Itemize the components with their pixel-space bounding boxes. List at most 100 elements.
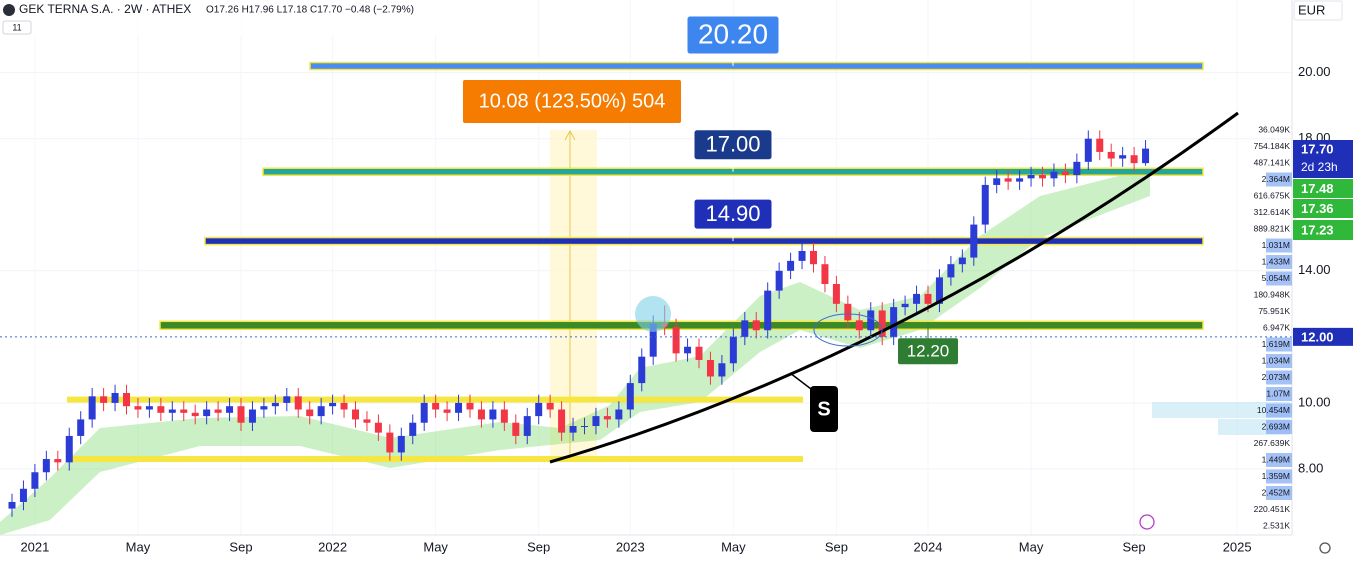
volume-label: 10.454M — [1257, 405, 1290, 415]
candle-body — [1004, 178, 1012, 182]
volume-highlight — [1266, 486, 1292, 500]
candle-body — [1142, 148, 1150, 164]
event-icon[interactable] — [1139, 514, 1155, 530]
price-label: 17.48 — [1301, 181, 1334, 196]
candle-body — [867, 310, 875, 331]
level-box — [693, 198, 773, 230]
candle-body — [363, 419, 371, 423]
trend-line — [549, 111, 1239, 464]
candle-body — [77, 419, 85, 436]
volume-highlight — [1266, 370, 1292, 385]
candle-body — [1130, 155, 1138, 164]
candle-body — [958, 257, 966, 265]
candle-body — [466, 402, 474, 410]
volume-label: 487.141K — [1254, 157, 1291, 167]
candle-body — [935, 277, 943, 304]
volume-label: 36.049K — [1258, 124, 1290, 134]
price-label: 12.00 — [1301, 329, 1334, 344]
currency-button[interactable] — [1293, 0, 1343, 21]
volume-label: 180.948K — [1254, 289, 1291, 299]
candle-body — [718, 363, 726, 377]
candle-body — [432, 402, 440, 410]
volume-highlight — [1266, 469, 1292, 484]
x-tick-label: Sep — [229, 539, 252, 554]
candle-body — [924, 293, 932, 304]
y-tick-label: 14.00 — [1298, 262, 1331, 277]
candle-body — [993, 178, 1001, 185]
candle-body — [1096, 138, 1104, 152]
ohlc: O17.26 H17.96 L17.18 C17.70 −0.48 (−2.79… — [206, 5, 414, 16]
volume-highlight — [1266, 337, 1292, 352]
candle-body — [409, 422, 417, 436]
candle-body — [455, 402, 463, 413]
y-tick-label: 20.00 — [1298, 64, 1331, 79]
x-tick-label: 2021 — [20, 539, 49, 554]
x-tick-label: May — [126, 539, 151, 554]
candle-body — [386, 432, 394, 453]
candle-body — [890, 307, 898, 337]
volume-label: 754.184K — [1254, 141, 1291, 151]
badge-count[interactable]: 11 — [12, 22, 21, 32]
candle-body — [1027, 175, 1035, 179]
x-tick-label: Sep — [527, 539, 550, 554]
candle-body — [500, 409, 508, 423]
zone-line — [67, 456, 803, 463]
candle-body — [649, 323, 657, 357]
volume-label: 2.364M — [1262, 174, 1290, 184]
candle-body — [684, 346, 692, 354]
candle-body — [523, 416, 531, 436]
volume-label: 5.054M — [1262, 273, 1290, 283]
settings-icon[interactable] — [1319, 542, 1331, 554]
candle-body — [821, 264, 829, 285]
candle-body — [741, 320, 749, 337]
price-label: 17.23 — [1301, 222, 1334, 237]
volume-label: 2.531K — [1263, 520, 1290, 530]
level-line — [309, 61, 1204, 71]
symbol-logo[interactable] — [3, 4, 15, 16]
low-marker-box — [898, 338, 958, 365]
grid — [0, 0, 1292, 535]
candle-body — [237, 406, 245, 423]
candle-body — [1016, 178, 1024, 182]
candle-body — [214, 409, 222, 413]
indicators-badge[interactable] — [2, 20, 32, 35]
low-marker-label: 12.20 — [907, 342, 950, 361]
candle-body — [8, 501, 16, 509]
candle-body — [352, 409, 359, 420]
volume-highlight — [1266, 403, 1292, 418]
x-tick-label: 2022 — [318, 539, 347, 554]
candle-body — [329, 402, 337, 407]
candle-body — [191, 412, 199, 417]
volume-highlight — [1266, 238, 1292, 253]
candle-body — [913, 293, 921, 304]
candle-body — [134, 406, 142, 410]
volume-label: 2.452M — [1262, 487, 1290, 497]
measure-area — [550, 130, 597, 462]
volume-label: 889.821K — [1254, 223, 1291, 233]
candle-body — [672, 326, 680, 354]
level-line — [204, 236, 1204, 246]
symbol[interactable]: GEK TERNA S.A. · 2W · ATHEX — [19, 2, 191, 16]
candle-body — [180, 409, 188, 413]
candle-body — [981, 184, 989, 225]
price-axis — [1292, 0, 1353, 561]
low-ellipse — [813, 313, 883, 347]
candle-body — [168, 409, 176, 413]
candle-body — [558, 409, 566, 433]
candle-body — [477, 409, 485, 420]
currency[interactable]: EUR — [1298, 2, 1325, 17]
volume-label: 75.951K — [1258, 306, 1290, 316]
candle-body — [226, 406, 234, 413]
x-tick-label: 2025 — [1223, 539, 1252, 554]
candle-body — [42, 459, 50, 473]
candle-body — [420, 402, 428, 423]
candle-body — [374, 422, 382, 433]
candle-body — [1061, 171, 1069, 176]
volume-highlight — [1266, 354, 1292, 368]
level-label: 17.00 — [705, 132, 760, 157]
candle-body — [1073, 161, 1081, 176]
candle-body — [65, 435, 73, 463]
candle-body — [729, 336, 737, 364]
candle-body — [123, 392, 130, 407]
